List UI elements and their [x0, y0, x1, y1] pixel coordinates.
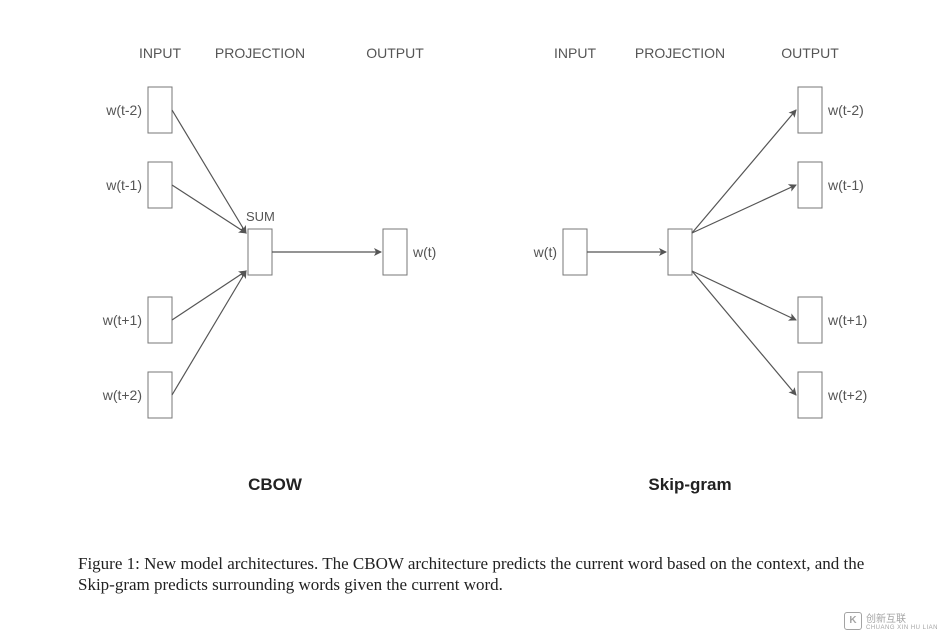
skipgram-title: Skip-gram: [648, 475, 731, 494]
node-box: [148, 87, 172, 133]
arrow: [172, 271, 246, 320]
node-label: w(t-2): [827, 102, 864, 118]
node-box: [383, 229, 407, 275]
watermark-sub: CHUANG XIN HU LIAN: [866, 625, 938, 631]
node-box: [798, 162, 822, 208]
arrow: [172, 271, 246, 395]
node-box: [148, 162, 172, 208]
node-label: w(t+1): [827, 312, 867, 328]
node-label: w(t-1): [105, 177, 142, 193]
node-box: [798, 297, 822, 343]
node-label: w(t+2): [102, 387, 142, 403]
node-box: [148, 297, 172, 343]
node-label: w(t+1): [102, 312, 142, 328]
node-label: w(t+2): [827, 387, 867, 403]
column-header: OUTPUT: [366, 45, 424, 61]
node-box: [563, 229, 587, 275]
node-box: [798, 372, 822, 418]
column-header: OUTPUT: [781, 45, 839, 61]
node-label: w(t): [533, 244, 557, 260]
column-header: INPUT: [554, 45, 596, 61]
node-box: [668, 229, 692, 275]
watermark-brand: 创新互联: [866, 614, 906, 625]
arrow: [692, 271, 796, 395]
column-header: INPUT: [139, 45, 181, 61]
arrow: [692, 271, 796, 320]
column-header: PROJECTION: [635, 45, 725, 61]
node-box: [248, 229, 272, 275]
sum-label: SUM: [246, 209, 275, 224]
watermark: K 创新互联 CHUANG XIN HU LIAN: [844, 610, 938, 631]
architecture-diagram: INPUT PROJECTION OUTPUT w(t-2) w(t-1) w(t+1) w…: [0, 0, 944, 520]
watermark-icon: K: [844, 612, 862, 630]
arrow: [692, 185, 796, 233]
arrow: [172, 185, 246, 233]
column-header: PROJECTION: [215, 45, 305, 61]
node-label: w(t-2): [105, 102, 142, 118]
arrow: [172, 110, 246, 233]
cbow-title: CBOW: [248, 475, 303, 494]
node-box: [148, 372, 172, 418]
node-label: w(t-1): [827, 177, 864, 193]
node-label: w(t): [412, 244, 436, 260]
arrow: [692, 110, 796, 233]
node-box: [798, 87, 822, 133]
figure-caption: Figure 1: New model architectures. The C…: [78, 553, 866, 596]
